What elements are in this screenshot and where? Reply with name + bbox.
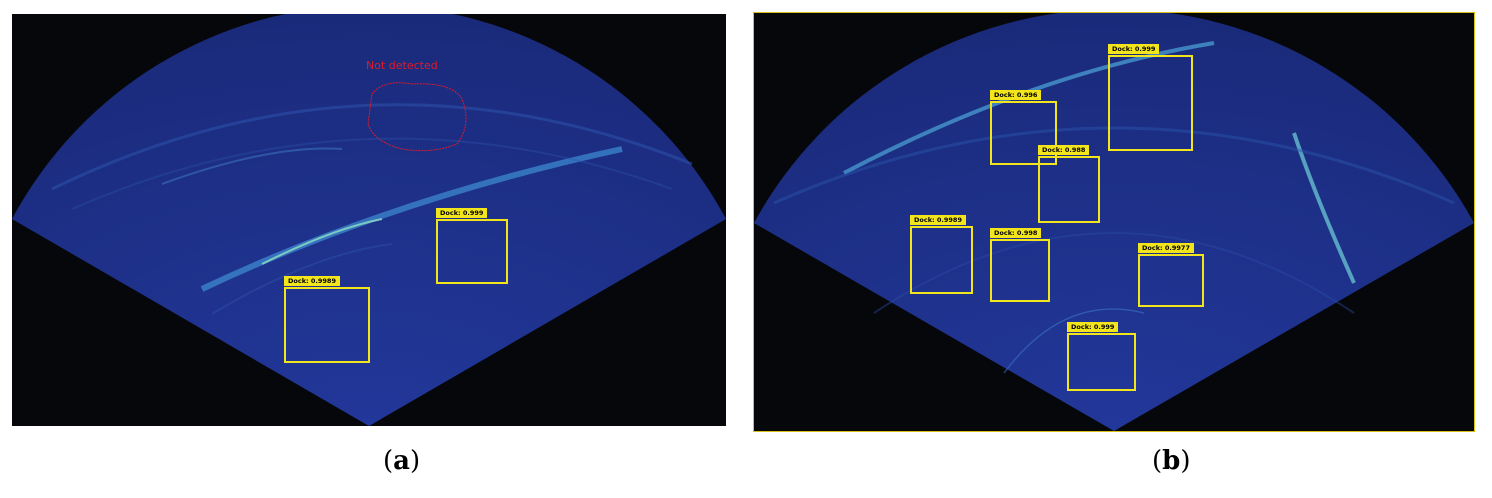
caption-a-letter: a: [393, 446, 410, 476]
detection-label: Dock: 0.996: [990, 90, 1041, 100]
detection-label: Dock: 0.9977: [1138, 243, 1194, 253]
detection-label: Dock: 0.999: [1108, 44, 1159, 54]
detection-label: Dock: 0.998: [990, 228, 1041, 238]
caption-a: (a): [383, 446, 420, 476]
caption-b-letter: b: [1162, 446, 1180, 476]
caption-b: (b): [1152, 446, 1191, 476]
detection-box: [910, 226, 973, 294]
detection-label: Dock: 0.9989: [284, 276, 340, 286]
detection-box: [1067, 333, 1136, 391]
detection-box: [990, 239, 1050, 302]
sonar-image-b: Dock: 0.999 Dock: 0.996 Dock: 0.988 Dock…: [754, 13, 1474, 431]
detection-label: Dock: 0.999: [436, 208, 487, 218]
detection-box: [436, 219, 508, 284]
not-detected-label: Not detected: [366, 59, 438, 72]
detection-box: [284, 287, 370, 363]
sonar-image-a: Not detected Dock: 0.999 Dock: 0.9989: [12, 14, 726, 426]
detection-box: [1108, 55, 1193, 151]
sonar-fan-a: [12, 14, 726, 426]
detection-label: Dock: 0.999: [1067, 322, 1118, 332]
detection-box: [1138, 254, 1204, 307]
detection-label: Dock: 0.9989: [910, 215, 966, 225]
detection-box: [1038, 156, 1100, 223]
detection-label: Dock: 0.988: [1038, 145, 1089, 155]
